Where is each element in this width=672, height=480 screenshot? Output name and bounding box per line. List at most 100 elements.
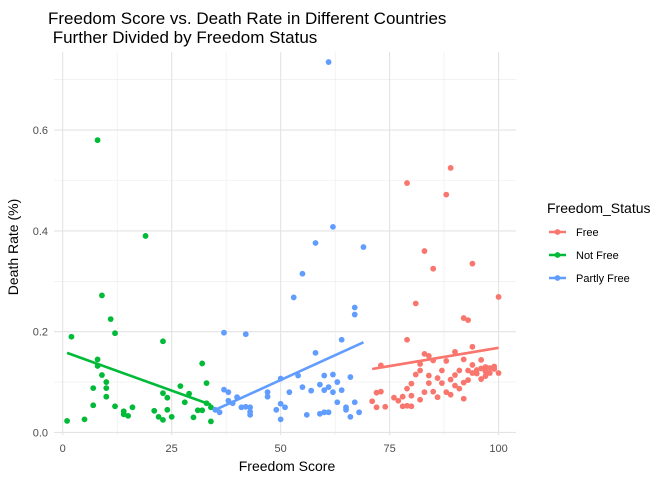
data-point [238, 404, 245, 411]
data-point [351, 311, 358, 318]
data-point [443, 191, 450, 198]
data-point [242, 403, 249, 410]
data-point [290, 294, 297, 301]
data-point [421, 350, 428, 357]
data-point [321, 387, 328, 394]
data-point [225, 389, 232, 396]
x-tick-label: 0 [60, 443, 66, 455]
data-point [469, 362, 476, 368]
data-point [434, 375, 441, 381]
data-point [456, 367, 463, 374]
data-point [460, 379, 467, 386]
data-point [347, 413, 354, 420]
data-point [421, 389, 428, 396]
trend-lines [66, 341, 499, 411]
data-point [68, 333, 75, 340]
data-point [277, 375, 284, 382]
data-point [273, 406, 280, 413]
data-point [469, 260, 476, 267]
data-point [316, 381, 323, 388]
data-point [247, 408, 254, 415]
data-point [90, 385, 97, 392]
data-point [282, 404, 288, 411]
chart-title-line-1: Freedom Score vs. Death Rate in Differen… [48, 9, 446, 28]
data-point [404, 180, 410, 186]
data-point [447, 165, 454, 171]
trend-line [371, 346, 499, 371]
data-point [94, 363, 101, 369]
data-point [408, 380, 415, 387]
data-point [351, 399, 358, 406]
data-point [443, 358, 450, 364]
data-point [94, 356, 101, 363]
data-point [225, 397, 232, 404]
data-point [325, 59, 332, 65]
data-point [264, 389, 271, 396]
data-point [439, 380, 445, 386]
data-point [456, 385, 463, 392]
legend-label: Free [576, 227, 599, 239]
data-point [299, 270, 306, 277]
data-point [242, 331, 249, 338]
data-point [469, 370, 476, 376]
data-point [356, 409, 362, 416]
data-point [103, 385, 110, 392]
data-point [151, 407, 158, 414]
data-point [404, 385, 410, 392]
data-point [199, 360, 206, 367]
data-point [330, 389, 336, 396]
data-point [495, 370, 502, 376]
data-point [412, 300, 419, 307]
data-point [94, 137, 101, 144]
y-tick-label: 0.2 [33, 327, 48, 339]
data-point [412, 371, 419, 378]
data-point [334, 399, 341, 406]
data-point [417, 396, 424, 403]
data-point [203, 380, 210, 386]
data-point [465, 377, 471, 383]
data-point [212, 406, 219, 413]
data-point [408, 403, 415, 410]
data-point [430, 388, 437, 395]
data-point [486, 365, 493, 371]
data-point [208, 418, 214, 425]
chart-title-line-2: Further Divided by Freedom Status [48, 28, 317, 47]
y-axis-title: Death Rate (%) [5, 199, 21, 295]
data-point [190, 414, 197, 421]
data-point [478, 376, 485, 382]
data-point [325, 409, 332, 416]
data-point [391, 394, 397, 401]
data-point [447, 376, 454, 383]
y-tick-label: 0.4 [33, 226, 48, 238]
data-point [377, 362, 384, 369]
data-point [452, 382, 458, 389]
data-point [425, 372, 432, 379]
data-point [160, 338, 166, 345]
data-point [303, 411, 310, 418]
legend-title: Freedom_Status [547, 200, 651, 216]
data-point [112, 330, 118, 337]
data-point [107, 316, 114, 322]
data-point [199, 407, 206, 414]
data-point [430, 265, 437, 272]
data-point [142, 233, 149, 239]
data-point [229, 400, 236, 407]
y-tick-label: 0.6 [33, 125, 48, 137]
data-points [64, 59, 502, 425]
data-point [155, 413, 162, 420]
data-point [186, 390, 193, 397]
data-point [330, 371, 336, 378]
data-point [495, 294, 502, 300]
data-point [299, 384, 306, 391]
data-point [351, 304, 358, 311]
data-point [452, 372, 458, 378]
data-point [439, 367, 445, 374]
data-point [460, 395, 467, 402]
data-point [473, 370, 480, 377]
data-point [486, 370, 493, 376]
data-point [360, 244, 367, 250]
data-point [312, 240, 319, 246]
data-point [373, 404, 380, 411]
x-axis-ticks: 0 25 50 75 100 [60, 443, 508, 455]
data-point [421, 248, 428, 254]
